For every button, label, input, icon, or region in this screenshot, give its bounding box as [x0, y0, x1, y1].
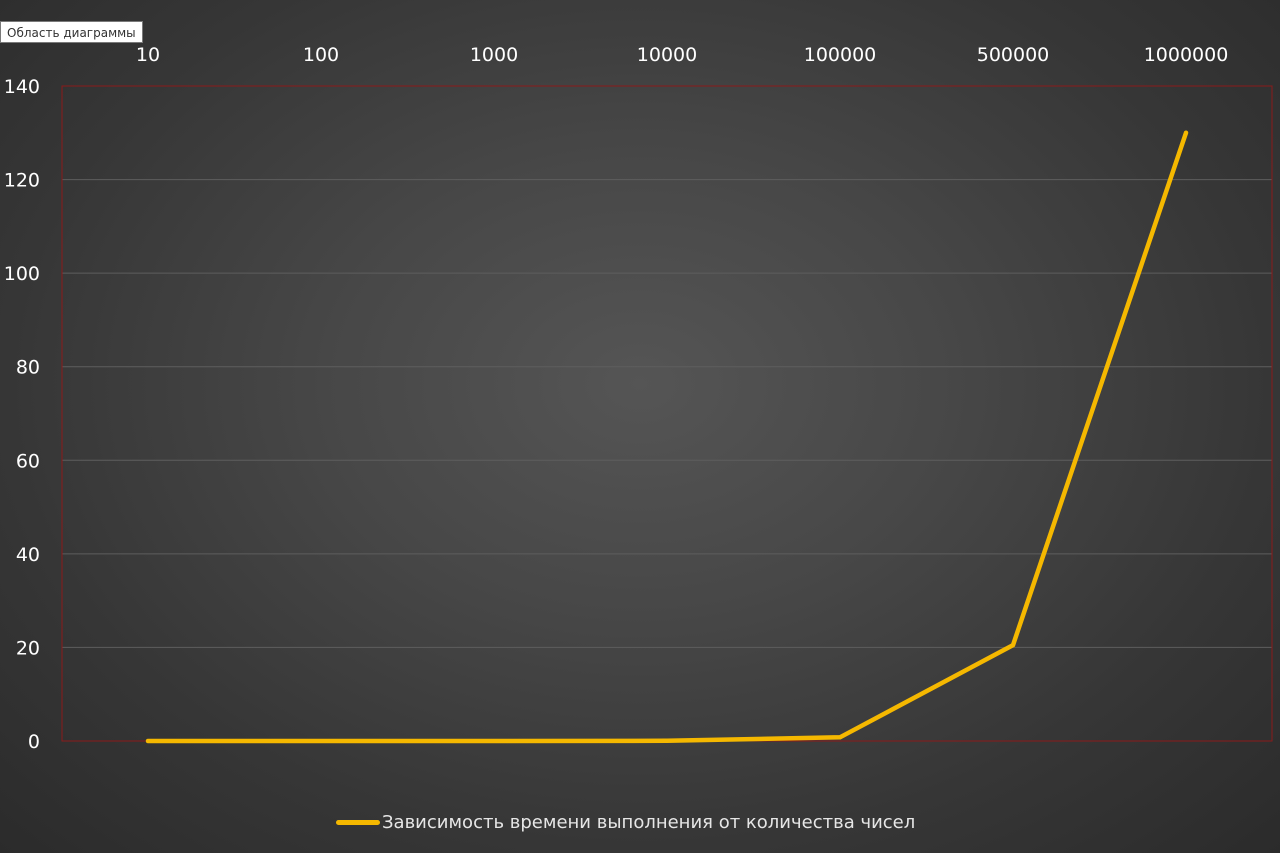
legend-series-swatch [336, 819, 380, 825]
legend[interactable]: Зависимость времени выполнения от количе… [336, 808, 915, 836]
x-tick-label: 100 [303, 44, 339, 66]
x-tick-label: 1000 [470, 44, 518, 66]
legend-series-label: Зависимость времени выполнения от количе… [382, 811, 916, 833]
series-layer[interactable] [145, 130, 1189, 744]
y-tick-label: 60 [16, 450, 40, 472]
data-point[interactable] [665, 738, 669, 743]
x-tick-label: 100000 [804, 44, 877, 66]
chart-area-tooltip: Область диаграммы [0, 21, 143, 43]
data-point[interactable] [1184, 130, 1188, 135]
gridlines [62, 179, 1272, 648]
data-point[interactable] [319, 739, 323, 743]
y-tick-label: 100 [4, 263, 40, 285]
data-point[interactable] [146, 739, 150, 743]
y-tick-label: 0 [28, 731, 40, 753]
x-tick-label: 10000 [637, 44, 697, 66]
y-tick-label: 140 [4, 76, 40, 98]
x-axis-tick-labels: 10 100 1000 10000 100000 500000 1000000 [136, 44, 1228, 66]
y-tick-label: 20 [16, 637, 40, 659]
x-tick-label: 10 [136, 44, 160, 66]
y-tick-label: 120 [4, 170, 40, 192]
x-tick-label: 1000000 [1144, 44, 1229, 66]
y-axis-tick-labels: 0 20 40 60 80 100 120 140 [4, 76, 40, 753]
y-tick-label: 80 [16, 357, 40, 379]
data-point[interactable] [1011, 643, 1015, 648]
series-line[interactable] [145, 130, 1189, 744]
x-tick-label: 500000 [977, 44, 1050, 66]
y-tick-label: 40 [16, 544, 40, 566]
data-point[interactable] [492, 739, 496, 743]
data-point[interactable] [838, 735, 842, 740]
